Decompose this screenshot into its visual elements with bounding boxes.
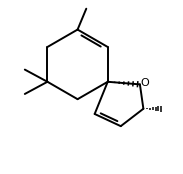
Text: O: O [141, 78, 150, 88]
